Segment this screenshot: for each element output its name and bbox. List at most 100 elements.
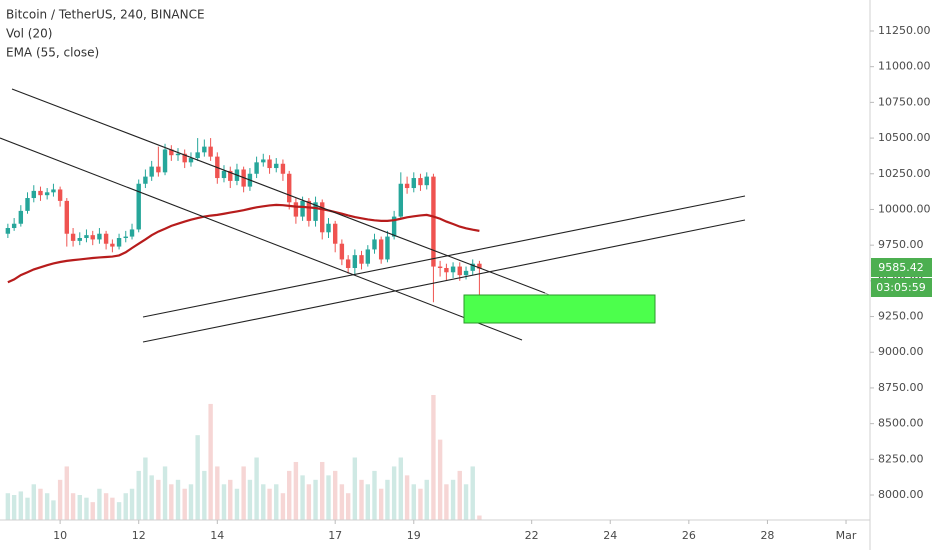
volume-bar — [345, 493, 351, 520]
last-price-label: 9585.42 — [878, 261, 924, 274]
x-tick-label: 26 — [682, 529, 696, 542]
volume-bar — [123, 493, 128, 520]
y-tick-label: 10250.00 — [878, 167, 931, 180]
volume-bar — [149, 475, 154, 520]
y-tick-label: 8000.00 — [878, 488, 924, 501]
candle-body — [385, 236, 390, 260]
volume-bar — [306, 484, 312, 520]
volume-bar — [57, 479, 63, 520]
volume-bar — [372, 470, 377, 520]
x-tick-label: 24 — [603, 529, 617, 542]
candle-body — [188, 158, 194, 163]
candle-body — [149, 166, 154, 177]
candle-body — [90, 235, 95, 240]
candle-body — [136, 183, 141, 230]
candle-body — [300, 200, 305, 217]
candle-body — [129, 229, 135, 237]
volume-bar — [424, 479, 429, 520]
volume-bar — [103, 493, 109, 520]
volume-bar — [116, 502, 122, 520]
volume-bar — [234, 488, 240, 520]
volume-bar — [352, 457, 358, 520]
trend-line — [11, 88, 546, 294]
volume-bar — [90, 502, 95, 520]
volume-bar — [313, 479, 318, 520]
candle-body — [280, 163, 286, 174]
y-tick-label: 11250.00 — [878, 24, 931, 37]
candle-body — [31, 190, 36, 199]
x-tick-label: 17 — [328, 529, 342, 542]
candle-body — [463, 270, 469, 276]
volume-bar — [293, 461, 299, 520]
x-tick-label: 22 — [525, 529, 539, 542]
candle-body — [359, 255, 364, 264]
candle-body — [418, 178, 423, 186]
volume-bar — [339, 484, 345, 520]
legend-entry: EMA (55, close) — [6, 46, 99, 60]
y-tick-label: 8750.00 — [878, 381, 924, 394]
volume-bar — [169, 484, 174, 520]
candle-body — [143, 176, 148, 184]
volume-bar — [228, 479, 233, 520]
volume-bar — [378, 488, 384, 520]
volume-bar — [77, 495, 82, 520]
x-tick-label: 12 — [132, 529, 146, 542]
volume-bar — [470, 466, 475, 520]
volume-bar — [25, 497, 30, 520]
volume-bar — [247, 479, 253, 520]
target-zone — [463, 294, 656, 324]
volume-bar — [404, 475, 410, 520]
candle-body — [116, 238, 122, 247]
volume-bar — [450, 479, 456, 520]
candle-body — [18, 210, 24, 224]
candle-body — [274, 163, 279, 169]
x-tick-label: 28 — [760, 529, 774, 542]
volume-bar — [156, 479, 161, 520]
volume-bar — [188, 484, 194, 520]
volume-bar — [398, 457, 404, 520]
ema-line — [7, 203, 480, 284]
volume-bar — [437, 439, 443, 520]
volume-bar — [44, 493, 50, 520]
candle-body — [156, 166, 161, 173]
volume-bar — [11, 495, 17, 520]
x-tick-label: 19 — [407, 529, 421, 542]
volume-bar — [287, 470, 292, 520]
candle-body — [70, 233, 76, 241]
candle-body — [345, 259, 351, 268]
legend: Bitcoin / TetherUS, 240, BINANCE Vol (20… — [6, 8, 205, 60]
candle-body — [437, 266, 443, 268]
candle-body — [457, 266, 462, 276]
volume-bar — [418, 488, 423, 520]
volume-bar — [365, 484, 371, 520]
countdown-box — [871, 278, 932, 297]
candle-body — [267, 159, 272, 169]
candle-body — [44, 192, 50, 196]
candle-body — [424, 176, 429, 186]
candle-body — [470, 263, 475, 271]
volume-bar — [391, 466, 397, 520]
volume-bar — [326, 475, 331, 520]
candle-body — [404, 183, 410, 189]
candle-body — [25, 198, 30, 211]
legend-entry: Vol (20) — [6, 27, 52, 41]
y-tick-label: 9750.00 — [878, 238, 924, 251]
x-tick-label: 10 — [53, 529, 67, 542]
candle-body — [97, 233, 102, 240]
candle-body — [38, 190, 43, 196]
volume-bar — [267, 488, 272, 520]
volume-layer — [5, 395, 482, 520]
volume-bar — [64, 466, 70, 520]
candle-body — [228, 170, 233, 181]
last-price-box — [871, 258, 932, 277]
candle-body — [175, 153, 181, 156]
candle-body — [51, 189, 56, 193]
trend-line — [142, 195, 746, 318]
volume-bar — [241, 466, 246, 520]
candle-body — [261, 159, 266, 163]
candle-body — [110, 243, 115, 247]
candle-body — [11, 223, 17, 229]
candle-body — [398, 183, 404, 217]
